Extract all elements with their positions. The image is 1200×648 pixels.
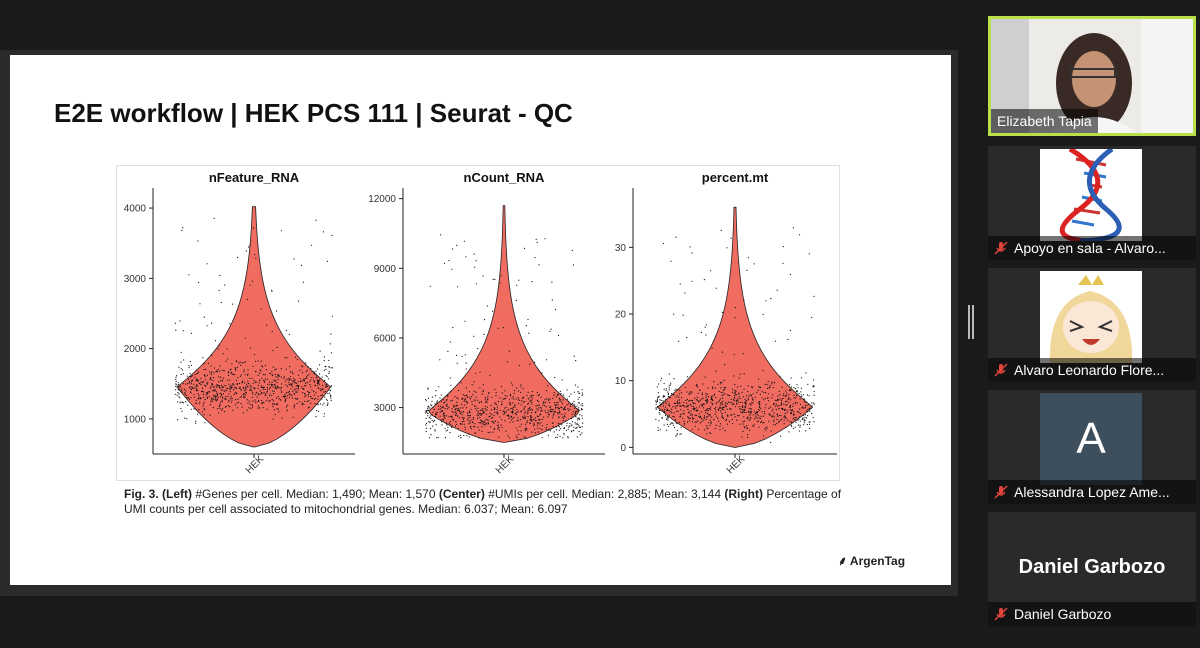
jitter-points <box>655 227 815 444</box>
panel-resize-handle[interactable] <box>968 305 974 339</box>
participant-display-name: Daniel Garbozo <box>1018 556 1166 578</box>
panel-title: nCount_RNA <box>464 170 545 185</box>
participant-name: Apoyo en sala - Alvaro... <box>1014 240 1166 256</box>
y-tick-label: 4000 <box>124 204 147 215</box>
muted-mic-icon <box>994 363 1008 377</box>
caption-left-label: (Left) <box>162 487 193 501</box>
caption-right-text: Percentage of UMI counts per cell associ… <box>124 487 842 516</box>
brand-logo: ⸙ ArgenTag <box>838 552 905 569</box>
person-photo-icon <box>991 19 1193 133</box>
participant-name-bar: Daniel Garbozo <box>988 602 1196 626</box>
violin-panel: percent.mt 0 10 20 30 HEK <box>615 170 837 476</box>
y-tick-label: 2000 <box>124 344 147 355</box>
y-tick-label: 10 <box>615 376 627 387</box>
slide-title: E2E workflow | HEK PCS 111 | Seurat - QC <box>54 98 573 128</box>
participant-tile-elizabeth[interactable]: Elizabeth Tapia <box>988 16 1196 136</box>
y-tick-label: 6000 <box>374 333 397 344</box>
x-tick-label: HEK <box>725 454 748 477</box>
participant-tile-daniel[interactable]: Daniel Garbozo Daniel Garbozo <box>988 512 1196 626</box>
jitter-points <box>424 234 584 439</box>
muted-mic-icon <box>994 241 1008 255</box>
participant-tile-alvaro[interactable]: Alvaro Leonardo Flore... <box>988 268 1196 382</box>
muted-mic-icon <box>994 485 1008 499</box>
y-tick-label: 12000 <box>368 194 396 205</box>
jitter-points <box>174 217 334 424</box>
violin-shape <box>428 205 580 443</box>
y-tick-label: 20 <box>615 310 627 321</box>
caption-left-text: #Genes per cell. Median: 1,490; Mean: 1,… <box>192 487 439 501</box>
muted-mic-icon <box>994 607 1008 621</box>
anime-avatar-icon <box>1040 271 1142 363</box>
participant-name: Elizabeth Tapia <box>991 109 1098 133</box>
brand-name: ArgenTag <box>849 554 906 568</box>
caption-right-label: (Right) <box>724 487 763 501</box>
violin-plots: nFeature_RNA1000200030004000HEKnCount_RN… <box>124 170 837 476</box>
y-tick-label: 3000 <box>124 274 147 285</box>
panel-title: nFeature_RNA <box>209 170 300 185</box>
violin-panel: nCount_RNA 3000 6000 9000 12000 HEK <box>368 170 605 476</box>
panel-title: percent.mt <box>702 170 769 185</box>
caption-center-label: (Center) <box>438 487 485 501</box>
x-tick-label: HEK <box>494 454 517 477</box>
caption-fig-label: Fig. 3. <box>124 487 159 501</box>
figure-caption: Fig. 3. (Left) #Genes per cell. Median: … <box>124 487 844 517</box>
figure-frame: nFeature_RNA 1000 2000 3000 4000 HEK nCount_RN… <box>116 165 840 481</box>
violin-shape <box>177 206 331 448</box>
participant-name: Alessandra Lopez Ame... <box>1014 484 1170 500</box>
y-tick-label: 9000 <box>374 264 397 275</box>
brand-mark-icon: ⸙ <box>838 554 848 568</box>
participant-name-bar: Alessandra Lopez Ame... <box>988 480 1196 504</box>
violin-shape <box>656 206 814 448</box>
y-tick-label: 3000 <box>374 403 397 414</box>
x-tick-label: HEK <box>244 454 267 477</box>
participant-name: Alvaro Leonardo Flore... <box>1014 362 1165 378</box>
y-tick-label: 1000 <box>124 414 147 425</box>
letter-avatar: A <box>1040 393 1142 485</box>
participant-tile-alessandra[interactable]: A Alessandra Lopez Ame... <box>988 390 1196 504</box>
dna-helix-icon <box>1040 146 1142 244</box>
y-tick-label: 0 <box>620 443 626 454</box>
participant-name-bar: Apoyo en sala - Alvaro... <box>988 236 1196 260</box>
y-tick-label: 30 <box>615 243 627 254</box>
participant-tile-apoyo[interactable]: Apoyo en sala - Alvaro... <box>988 146 1196 260</box>
participant-name-bar: Alvaro Leonardo Flore... <box>988 358 1196 382</box>
violin-panel: nFeature_RNA 1000 2000 3000 4000 HEK <box>124 170 355 476</box>
caption-center-text: #UMIs per cell. Median: 2,885; Mean: 3,1… <box>484 487 725 501</box>
participant-name: Daniel Garbozo <box>1014 606 1112 622</box>
presentation-slide: E2E workflow | HEK PCS 111 | Seurat - QC… <box>10 55 951 585</box>
